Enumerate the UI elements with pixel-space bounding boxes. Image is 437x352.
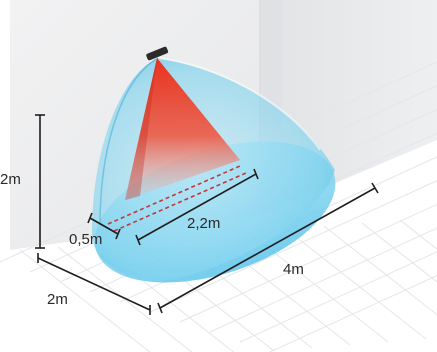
depth-label: 2m [47, 291, 68, 308]
floor-grid-line [57, 246, 193, 352]
floor-grid-line [149, 180, 437, 313]
detection-line-label: 2,2m [187, 215, 221, 232]
sensor-beam [125, 58, 240, 200]
floor-grid-line [179, 203, 437, 323]
floor-grid-line [209, 227, 437, 333]
offset-label: 0,5m [69, 231, 103, 248]
floor-grid-line [285, 228, 427, 340]
motion-sensor-icon [146, 46, 169, 61]
dimension-lines [35, 114, 379, 315]
dashed-line-outer [107, 165, 241, 225]
floor-grid-line [19, 249, 151, 352]
detection-length-dimension-line [137, 173, 257, 241]
dashed-line-inner [113, 172, 247, 232]
floor-grid-line [269, 275, 437, 352]
floor-grid-line [239, 251, 437, 343]
offset-dimension-line [89, 217, 119, 235]
detection-lines [107, 165, 247, 232]
floor-grid-line [399, 219, 437, 250]
length-dimension-line [159, 187, 376, 309]
beam-cone [125, 58, 240, 200]
height-label: 2m [0, 171, 21, 188]
depth-dimension-line [37, 257, 151, 311]
length-label: 4m [283, 261, 304, 278]
floor-grid-line [323, 225, 437, 316]
